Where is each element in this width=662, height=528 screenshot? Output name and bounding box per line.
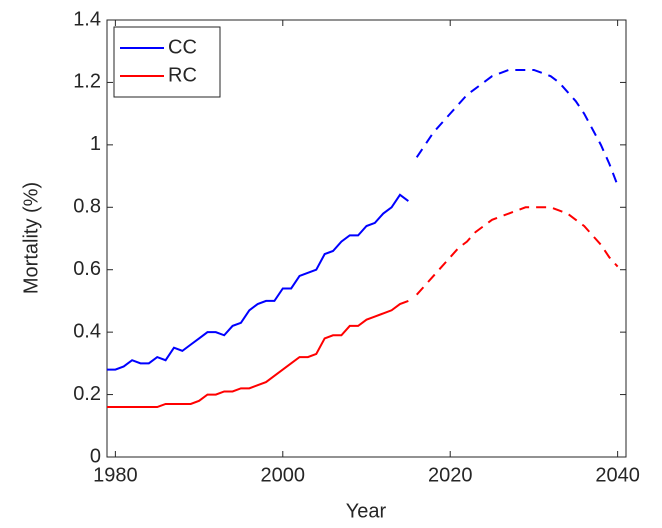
y-tick-label: 1.4 (73, 8, 101, 30)
x-axis-label: Year (346, 500, 387, 522)
legend-label: CC (168, 36, 197, 58)
x-tick-label: 2000 (261, 464, 306, 486)
legend-box (113, 26, 221, 98)
y-tick-label: 1 (90, 133, 101, 155)
y-axis-label: Mortality (%) (20, 182, 42, 294)
x-tick-label: 2040 (595, 464, 640, 486)
y-tick-label: 0.4 (73, 320, 101, 342)
x-tick-label: 2020 (428, 464, 473, 486)
legend-label: RC (168, 64, 197, 86)
y-tick-label: 0.8 (73, 196, 101, 218)
projection-line (415, 68, 619, 186)
data-line (107, 193, 409, 371)
y-tick-label: 0 (90, 445, 101, 467)
projection-line (415, 206, 619, 296)
y-tick-label: 0.6 (73, 258, 101, 280)
x-tick-label: 1980 (93, 464, 138, 486)
y-tick-label: 1.2 (73, 71, 101, 93)
y-tick-label: 0.2 (73, 383, 101, 405)
data-line (107, 299, 409, 409)
